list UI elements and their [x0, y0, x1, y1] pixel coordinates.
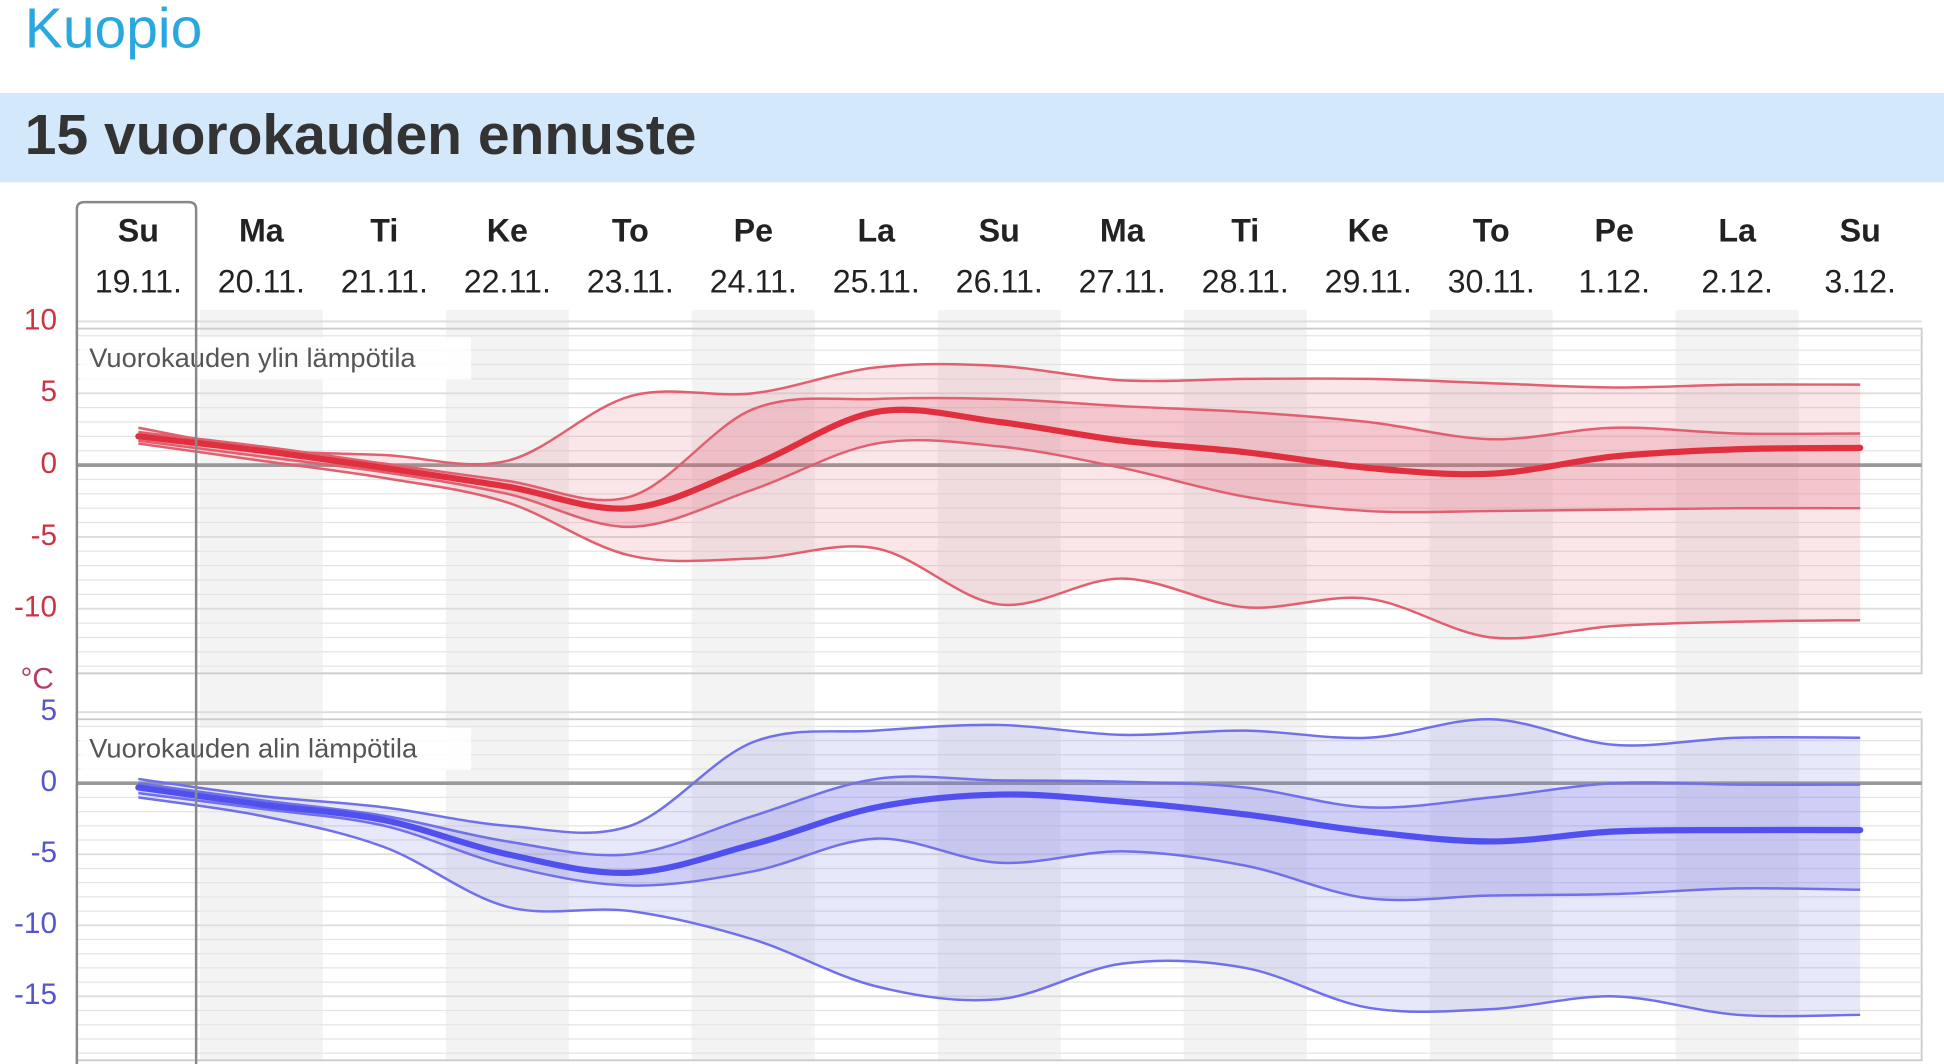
day-name: Su [118, 213, 159, 249]
day-name: Su [979, 213, 1020, 249]
y-tick-label: 0 [40, 765, 57, 798]
day-name: Ke [1348, 213, 1389, 249]
header-bar [0, 93, 1944, 183]
y-tick-label: 5 [40, 375, 57, 408]
header-title: 15 vuorokauden ennuste [25, 103, 697, 167]
y-tick-label: 10 [24, 303, 57, 336]
y-tick-label: -5 [31, 519, 57, 552]
y-tick-label: -10 [14, 591, 57, 624]
band-edge [138, 442, 1861, 640]
day-name: La [857, 213, 896, 249]
band-area [138, 719, 1861, 1017]
y-tick-label: 5 [40, 694, 57, 727]
y-tick-label: -10 [14, 907, 57, 940]
chart-label-bg [80, 727, 472, 771]
column-shade [1675, 310, 1799, 1062]
median-line [135, 406, 1864, 512]
day-date: 24.11. [710, 263, 797, 299]
day-name: Su [1840, 213, 1881, 249]
day-name: Ma [239, 213, 285, 249]
day-date: 28.11. [1202, 263, 1289, 299]
chart-label-bg [80, 337, 472, 380]
y-tick-label: -5 [31, 836, 57, 869]
band-area [138, 397, 1861, 527]
band-edge [138, 791, 1861, 902]
column-shade [445, 310, 569, 1062]
day-date: 22.11. [464, 263, 551, 299]
day-date: 27.11. [1079, 263, 1166, 299]
band-edge [138, 775, 1861, 857]
city-title: Kuopio [25, 0, 203, 60]
current-day-box [75, 200, 198, 1064]
band-edge [138, 396, 1861, 502]
day-date: 25.11. [833, 263, 920, 299]
day-date: 20.11. [218, 263, 305, 299]
day-date: 29.11. [1325, 263, 1412, 299]
day-name: La [1718, 213, 1757, 249]
column-shade [1183, 310, 1307, 1062]
y-tick-label: 0 [40, 447, 57, 480]
band-edge [138, 796, 1861, 1018]
chart-title: Vuorokauden ylin lämpötila [89, 342, 416, 373]
day-date: 19.11. [95, 263, 182, 299]
median-line [135, 784, 1864, 876]
y-tick-label: -15 [14, 978, 57, 1011]
day-date: 21.11. [341, 263, 428, 299]
day-date: 3.12. [1824, 263, 1896, 299]
chart-title: Vuorokauden alin lämpötila [89, 732, 418, 763]
day-name: To [1473, 213, 1510, 249]
day-name: To [612, 213, 649, 249]
day-name: Ma [1100, 213, 1146, 249]
band-edge [138, 718, 1861, 834]
day-name: Ti [1231, 213, 1259, 249]
day-date: 2.12. [1701, 263, 1773, 299]
unit-label: °C [21, 663, 54, 696]
band-edge [138, 438, 1861, 529]
day-date: 23.11. [587, 263, 674, 299]
band-edge [138, 362, 1861, 466]
day-date: 30.11. [1448, 263, 1535, 299]
column-shade [937, 310, 1061, 1062]
column-shade [199, 310, 323, 1062]
day-date: 26.11. [956, 263, 1043, 299]
day-name: Ti [370, 213, 398, 249]
day-name: Pe [1595, 213, 1634, 249]
day-name: Pe [734, 213, 773, 249]
day-date: 1.12. [1578, 263, 1650, 299]
day-name: Ke [487, 213, 528, 249]
